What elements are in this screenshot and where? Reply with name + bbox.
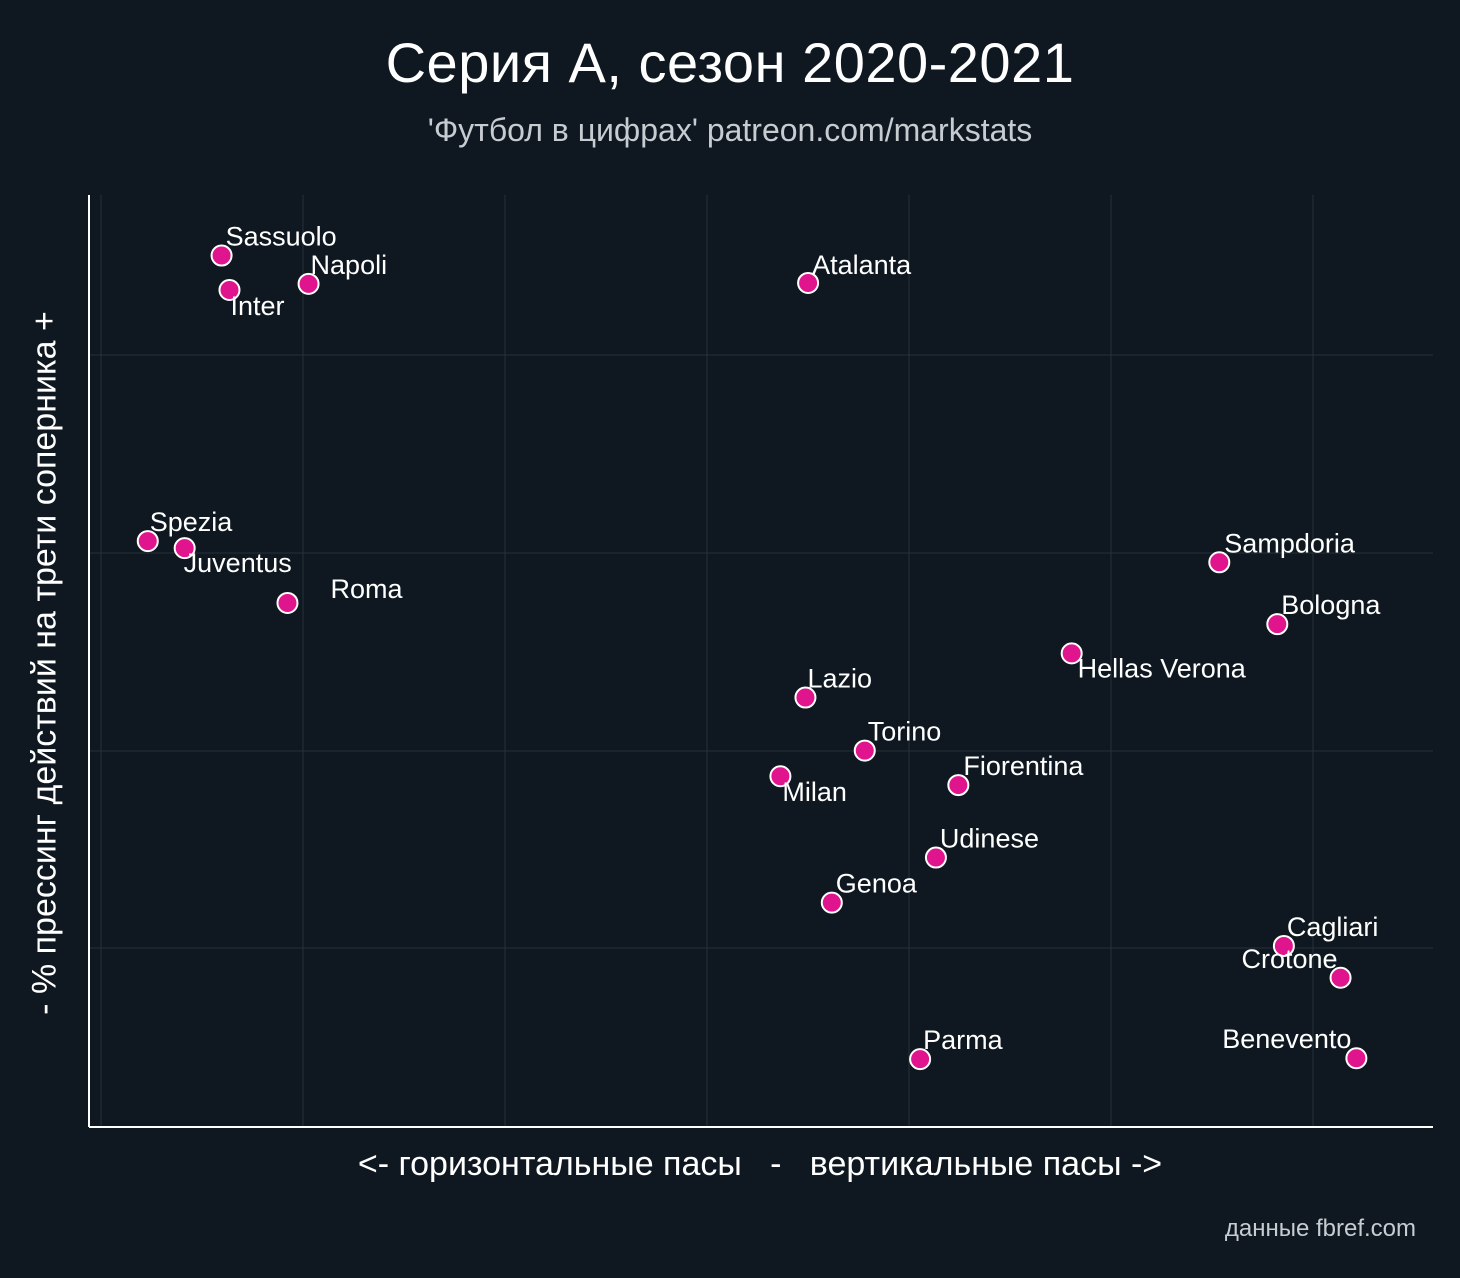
data-label-hellas-verona: Hellas Verona — [1078, 653, 1247, 683]
data-point-milan — [769, 765, 792, 788]
data-point-napoli — [297, 272, 320, 295]
data-label-spezia: Spezia — [150, 507, 234, 537]
data-label-torino: Torino — [868, 717, 942, 747]
data-label-udinese: Udinese — [940, 824, 1039, 854]
data-label-juventus: Juventus — [184, 548, 292, 578]
data-point-genoa — [820, 891, 843, 914]
data-point-benevento — [1345, 1047, 1368, 1070]
data-label-cagliari: Cagliari — [1287, 912, 1379, 942]
y-axis-label: - % прессинг действий на трети соперника… — [25, 311, 64, 1015]
data-point-juventus — [173, 537, 196, 560]
data-point-spezia — [136, 530, 159, 553]
x-axis-label: <- горизонтальные пасы - вертикальные па… — [357, 1145, 1163, 1183]
grid — [89, 195, 1433, 1127]
data-point-roma — [276, 591, 299, 614]
data-label-napoli: Napoli — [311, 250, 388, 280]
data-point-bologna — [1266, 613, 1289, 636]
data-point-crotone — [1329, 966, 1352, 989]
data-source-note: данные fbref.com — [1224, 1215, 1416, 1242]
chart-subtitle: 'Футбол в цифрах' patreon.com/markstats — [427, 112, 1033, 148]
data-label-inter: Inter — [230, 291, 284, 321]
data-point-udinese — [924, 846, 947, 869]
data-label-sassuolo: Sassuolo — [226, 222, 337, 252]
data-label-benevento: Benevento — [1222, 1024, 1351, 1054]
data-point-torino — [853, 739, 876, 762]
data-label-fiorentina: Fiorentina — [963, 751, 1084, 781]
data-point-sampdoria — [1208, 551, 1231, 574]
data-label-genoa: Genoa — [836, 869, 918, 899]
data-point-hellas-verona — [1060, 642, 1083, 665]
data-points — [136, 244, 1368, 1071]
data-label-sampdoria: Sampdoria — [1224, 528, 1356, 558]
data-label-bologna: Bologna — [1281, 590, 1381, 620]
data-point-atalanta — [797, 271, 820, 294]
data-label-roma: Roma — [330, 574, 403, 604]
chart-title: Серия А, сезон 2020-2021 — [385, 31, 1075, 94]
data-point-sassuolo — [210, 244, 233, 267]
data-label-atalanta: Atalanta — [812, 250, 912, 280]
data-point-cagliari — [1272, 934, 1295, 957]
data-label-crotone: Crotone — [1241, 944, 1337, 974]
data-label-lazio: Lazio — [807, 664, 872, 694]
data-point-lazio — [794, 686, 817, 709]
data-point-fiorentina — [947, 774, 970, 797]
data-point-inter — [218, 279, 241, 302]
axes — [88, 195, 1433, 1128]
data-point-parma — [909, 1048, 932, 1071]
data-label-parma: Parma — [923, 1025, 1004, 1055]
data-label-milan: Milan — [782, 777, 847, 807]
